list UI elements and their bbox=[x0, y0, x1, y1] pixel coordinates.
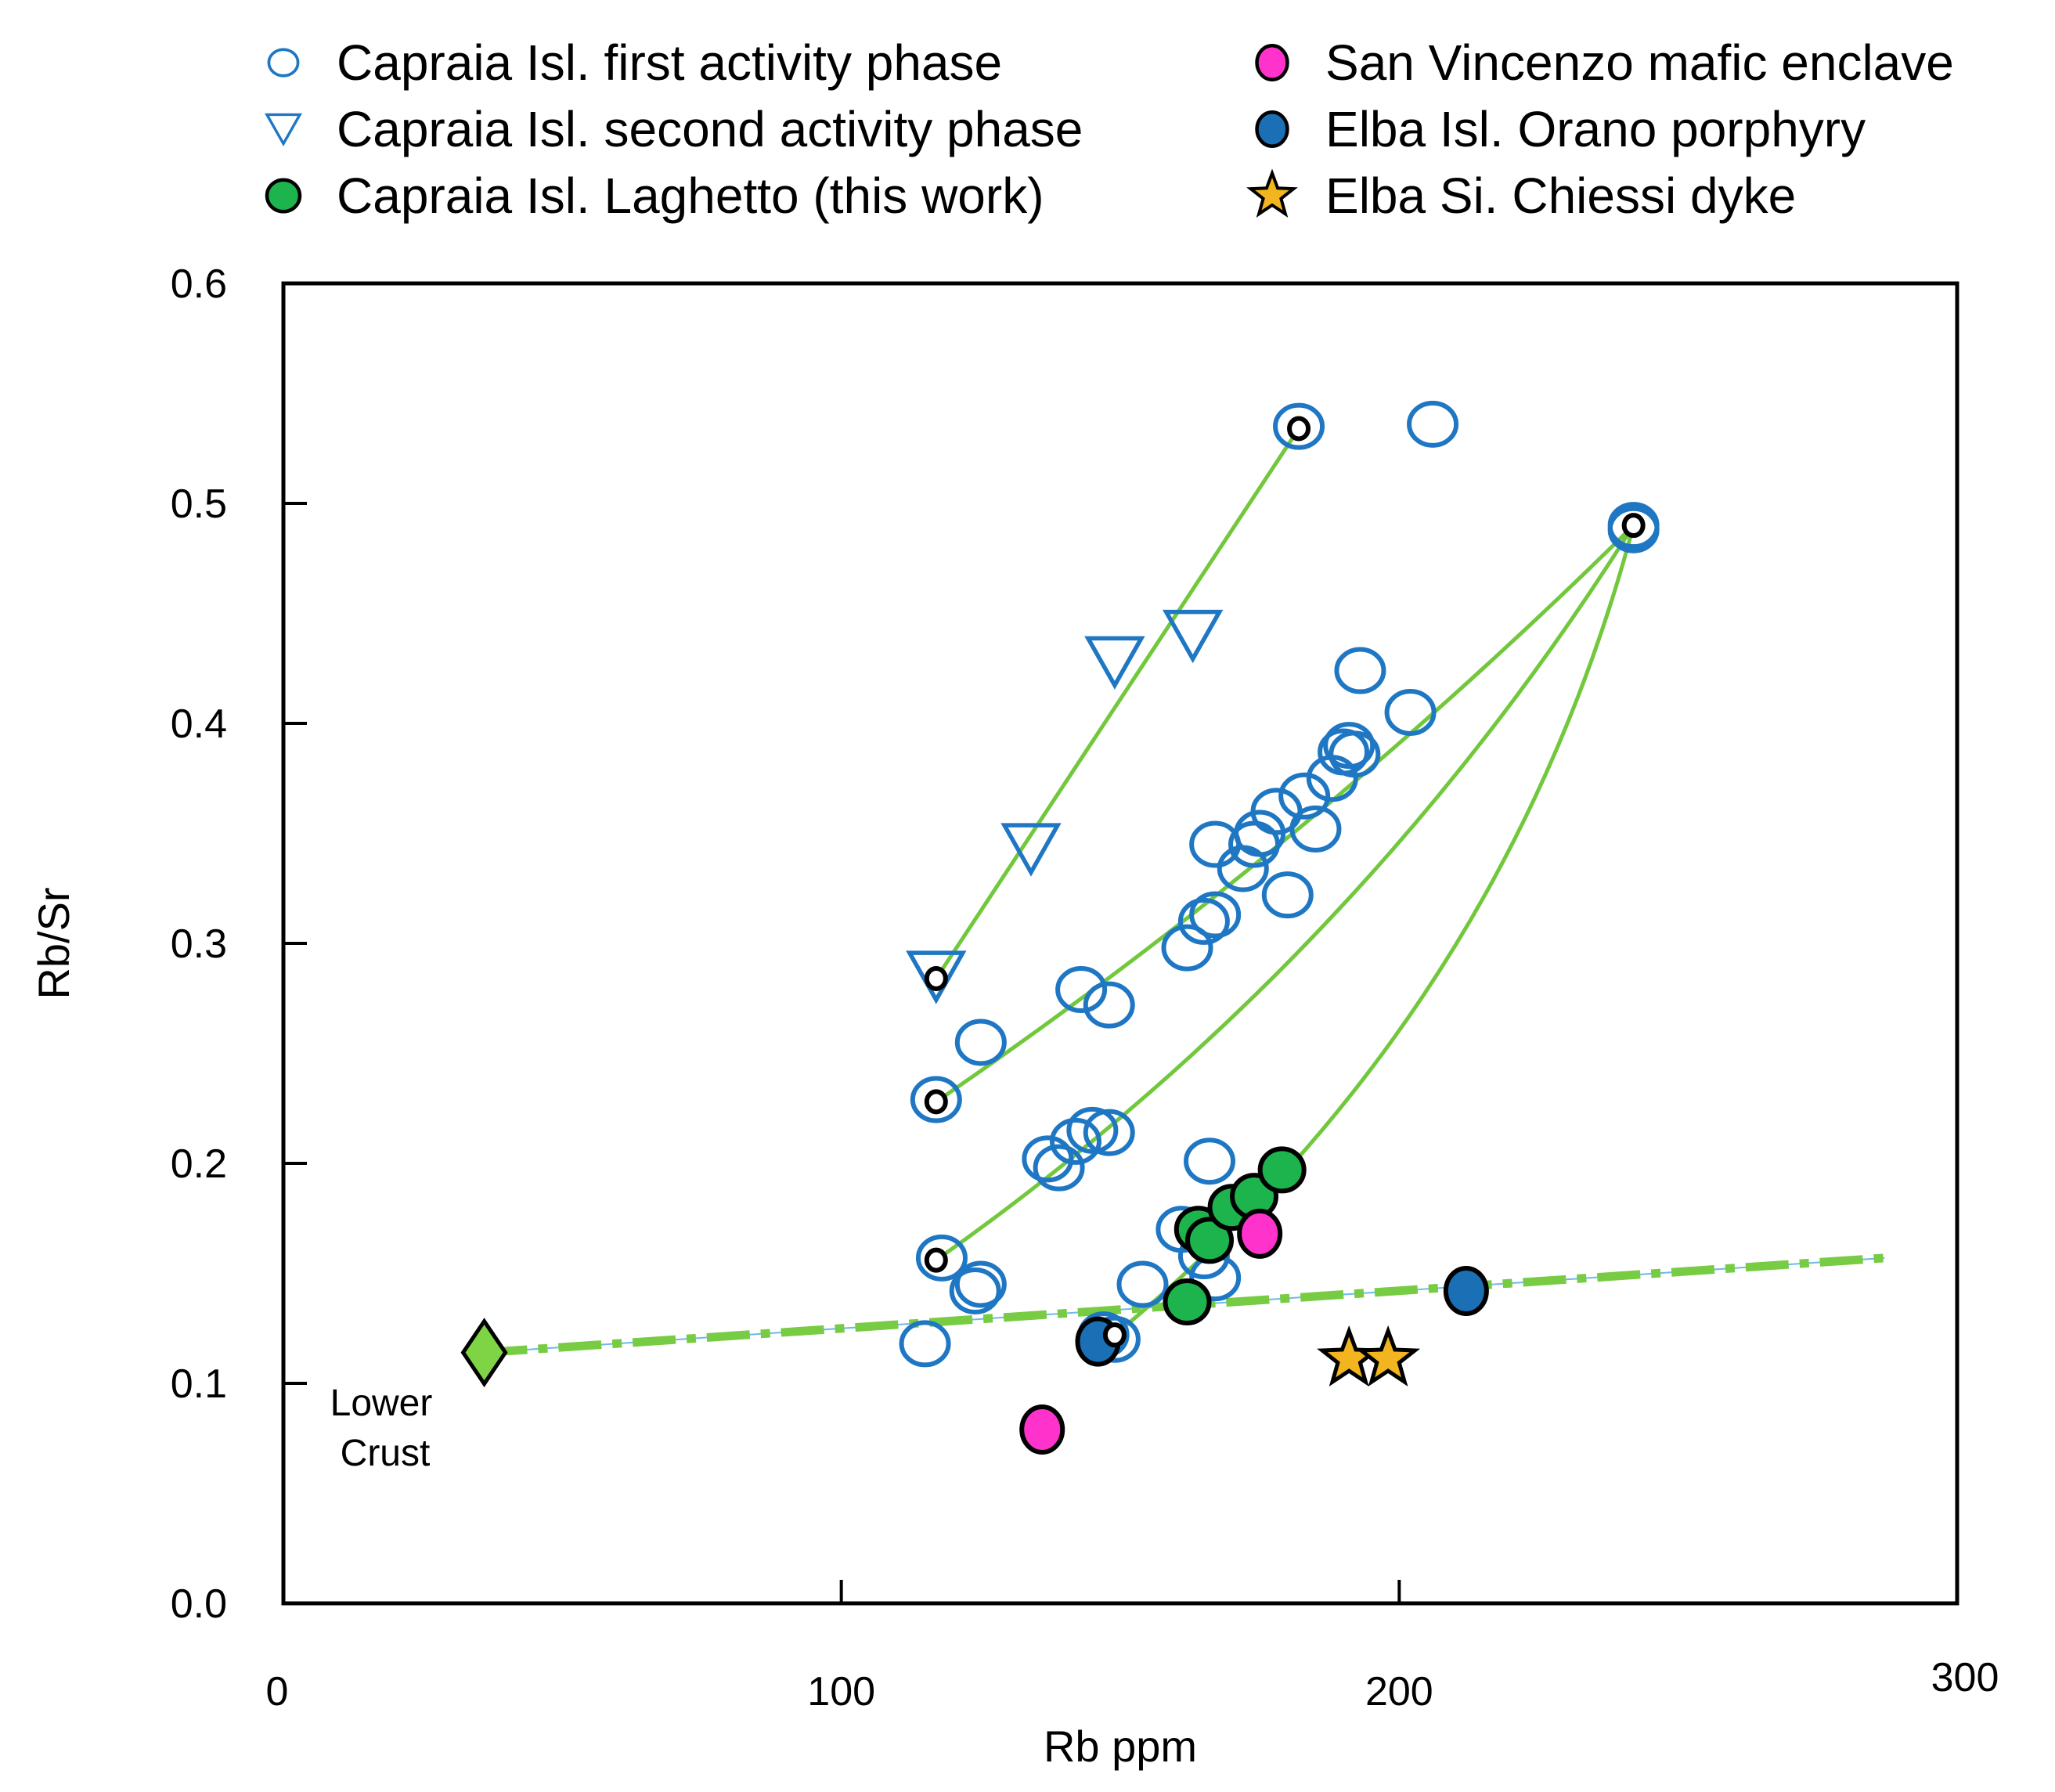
end-member-marker bbox=[924, 965, 948, 991]
legend-item: Capraia Isl. first activity phase bbox=[267, 34, 1002, 91]
san-vincenzo-points bbox=[1019, 1208, 1283, 1455]
capraia-first-phase-point bbox=[1184, 1138, 1236, 1185]
y-tick-label: 0.5 bbox=[171, 481, 227, 527]
plot-border bbox=[281, 281, 1959, 1606]
capraia-first-phase-point bbox=[1329, 730, 1381, 778]
laghetto-points bbox=[1163, 1146, 1307, 1326]
legend-label: Elba Si. Chiessi dyke bbox=[1325, 168, 1796, 224]
capraia-first-phase-point bbox=[1323, 722, 1375, 770]
capraia-second-phase-point bbox=[1162, 609, 1224, 664]
legend-item: Capraia Isl. second activity phase bbox=[264, 101, 1083, 157]
y-tick-label: 0.0 bbox=[171, 1581, 227, 1627]
blue-circle-icon bbox=[1255, 110, 1289, 148]
capraia-first-phase-point bbox=[1055, 966, 1108, 1014]
capraia-first-phase-point bbox=[1161, 924, 1213, 972]
capraia-first-phase-point bbox=[1189, 891, 1242, 939]
capraia-first-phase-points bbox=[899, 400, 1660, 1368]
legend-label: Elba Isl. Orano porphyry bbox=[1325, 101, 1866, 157]
green-circle-icon bbox=[265, 178, 302, 214]
legend-item: San Vincenzo mafic enclave bbox=[1255, 34, 1954, 91]
capraia-first-phase-point bbox=[1066, 1106, 1119, 1154]
data-points bbox=[460, 400, 1660, 1455]
legend-label: Capraia Isl. second activity phase bbox=[337, 101, 1083, 157]
capraia-first-phase-point bbox=[1049, 1117, 1101, 1165]
capraia-first-phase-point bbox=[1384, 688, 1437, 736]
capraia-second-phase-point bbox=[906, 950, 967, 1004]
san-vincenzo-point bbox=[1019, 1404, 1065, 1455]
x-axis: 0 100 200 300 bbox=[266, 1580, 1999, 1714]
legend-label: San Vincenzo mafic enclave bbox=[1325, 34, 1954, 91]
mixing-curve-b bbox=[935, 524, 1635, 1262]
capraia-first-phase-point bbox=[1334, 647, 1386, 694]
legend-label: Capraia Isl. Laghetto (this work) bbox=[337, 168, 1044, 224]
x-tick-label: 0 bbox=[266, 1669, 289, 1714]
y-tick-label: 0.6 bbox=[171, 261, 227, 307]
end-member-marker bbox=[1287, 416, 1311, 442]
capraia-first-phase-point bbox=[1177, 897, 1230, 945]
orano-point bbox=[1443, 1265, 1489, 1316]
chiessi-point bbox=[1355, 1325, 1421, 1387]
capraia-first-phase-point bbox=[899, 1320, 951, 1368]
mixing-curve-a bbox=[935, 524, 1635, 1104]
legend-item: Elba Si. Chiessi dyke bbox=[1246, 168, 1796, 224]
y-axis: 0.0 0.1 0.2 0.3 0.4 0.5 0.6 bbox=[171, 261, 307, 1627]
lower-crust-label-line1: Lower bbox=[330, 1383, 433, 1424]
x-tick-label: 200 bbox=[1365, 1669, 1433, 1714]
capraia-first-phase-point bbox=[949, 1267, 1001, 1314]
x-tick-label: 100 bbox=[807, 1669, 875, 1714]
capraia-first-phase-point bbox=[1278, 772, 1331, 820]
y-tick-label: 0.3 bbox=[171, 921, 227, 967]
y-tick-label: 0.4 bbox=[171, 701, 227, 747]
mixing-line-second-phase bbox=[934, 427, 1301, 980]
capraia-first-phase-point bbox=[1261, 871, 1314, 919]
star-icon bbox=[1246, 168, 1298, 218]
capraia-first-phase-point bbox=[1607, 502, 1660, 550]
san-vincenzo-point bbox=[1237, 1208, 1283, 1259]
lower-crust-marker bbox=[460, 1318, 508, 1388]
legend-item: Capraia Isl. Laghetto (this work) bbox=[265, 168, 1044, 224]
capraia-second-phase-points bbox=[906, 609, 1224, 1004]
legend: Capraia Isl. first activity phase Capraia… bbox=[264, 34, 1954, 224]
open-triangle-icon bbox=[264, 113, 303, 147]
capraia-first-phase-point bbox=[1083, 1109, 1135, 1156]
end-member-marker bbox=[924, 1089, 948, 1115]
capraia-second-phase-point bbox=[1084, 636, 1145, 690]
laghetto-point bbox=[1257, 1146, 1307, 1194]
capraia-first-phase-point bbox=[954, 1019, 1007, 1066]
end-member-markers bbox=[924, 416, 1646, 1348]
capraia-first-phase-point bbox=[1116, 1260, 1169, 1308]
laghetto-point bbox=[1185, 1217, 1235, 1264]
capraia-first-phase-point bbox=[1083, 981, 1135, 1029]
y-axis-title: Rb/Sr bbox=[29, 887, 78, 999]
capraia-first-phase-point bbox=[1407, 400, 1459, 448]
capraia-first-phase-point bbox=[954, 1260, 1007, 1308]
capraia-first-phase-point bbox=[1289, 805, 1342, 853]
legend-item: Elba Isl. Orano porphyry bbox=[1255, 101, 1866, 157]
open-circle-icon bbox=[267, 48, 300, 78]
x-axis-title: Rb ppm bbox=[1044, 1722, 1197, 1771]
y-tick-label: 0.1 bbox=[171, 1361, 227, 1407]
lower-crust-label-line2: Crust bbox=[341, 1433, 431, 1474]
plot-area bbox=[281, 281, 1959, 1606]
x-tick-label: 300 bbox=[1931, 1655, 1999, 1700]
capraia-first-phase-point bbox=[1022, 1135, 1074, 1183]
capraia-first-phase-point bbox=[915, 1234, 968, 1282]
orano-points bbox=[1075, 1265, 1489, 1367]
end-member-marker bbox=[1621, 513, 1646, 539]
end-member-marker bbox=[1102, 1322, 1127, 1348]
capraia-first-phase-point bbox=[1033, 1144, 1085, 1192]
laghetto-point bbox=[1163, 1278, 1212, 1326]
y-tick-label: 0.2 bbox=[171, 1141, 227, 1187]
end-member-marker bbox=[924, 1247, 948, 1273]
magenta-circle-icon bbox=[1255, 44, 1289, 81]
capraia-first-phase-point bbox=[910, 1076, 962, 1123]
capraia-first-phase-point bbox=[1273, 402, 1325, 450]
mixing-curves bbox=[934, 427, 1636, 1337]
legend-label: Capraia Isl. first activity phase bbox=[337, 34, 1002, 91]
chiessi-points bbox=[1317, 1325, 1421, 1387]
capraia-second-phase-point bbox=[1000, 823, 1062, 877]
